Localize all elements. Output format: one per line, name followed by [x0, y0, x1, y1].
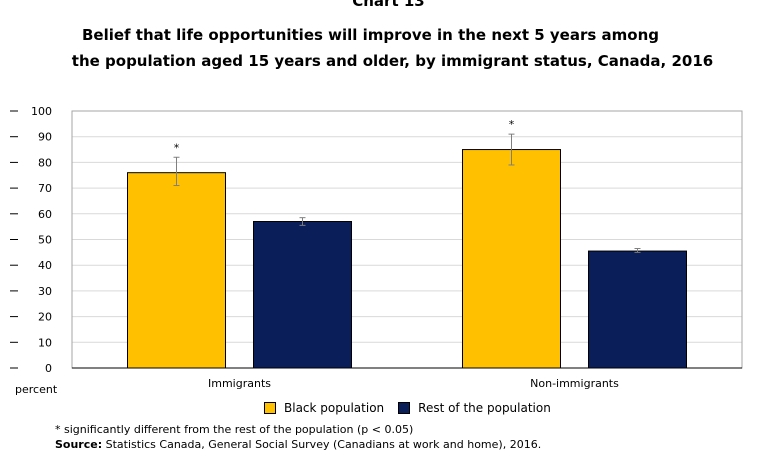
bar-1-1 — [588, 250, 687, 369]
y-tick-label: 20 — [38, 311, 52, 324]
bar-0-0 — [127, 172, 226, 369]
legend-swatch-rest-of-population — [398, 402, 411, 414]
source-note: Source: Statistics Canada, General Socia… — [55, 438, 541, 451]
legend: Black population Rest of the population — [264, 401, 565, 415]
y-tick-label: 100 — [31, 105, 52, 118]
y-tick-label: 60 — [38, 208, 52, 221]
x-tick-label: Immigrants — [208, 377, 271, 390]
y-tick-label: 10 — [38, 336, 52, 349]
y-tick-label: 50 — [38, 234, 52, 247]
significance-marker: * — [174, 141, 180, 154]
legend-swatch-black-population — [264, 402, 276, 414]
legend-item-rest-of-population: Rest of the population — [398, 401, 551, 415]
y-tick-label: 40 — [38, 259, 52, 272]
footnote: * significantly different from the rest … — [55, 423, 414, 436]
x-tick-label: Non-immigrants — [530, 377, 619, 390]
y-tick-label: 70 — [38, 182, 52, 195]
chart-title-line-2: the population aged 15 years and older, … — [71, 52, 714, 70]
bar-0-1 — [462, 149, 561, 369]
legend-item-black-population: Black population — [264, 401, 384, 415]
significance-marker: * — [509, 118, 515, 131]
y-tick-label: 30 — [38, 285, 52, 298]
y-axis-label: percent — [15, 383, 58, 396]
chart-title-line-1: Belief that life opportunities will impr… — [81, 26, 660, 44]
chart-number: Chart 13 — [352, 0, 425, 10]
legend-label-rest-of-population: Rest of the population — [418, 401, 551, 415]
legend-label-black-population: Black population — [284, 401, 385, 415]
y-tick-label: 80 — [38, 156, 52, 169]
y-tick-label: 90 — [38, 131, 52, 144]
source-label: Source: — [55, 438, 103, 451]
y-tick-label: 0 — [45, 362, 52, 375]
bar-chart: 0 10 20 30 40 50 60 70 80 90 100 percent * Immigrants… — [10, 105, 743, 396]
source-text: Statistics Canada, General Social Survey… — [102, 438, 542, 451]
bar-1-0 — [253, 221, 352, 369]
